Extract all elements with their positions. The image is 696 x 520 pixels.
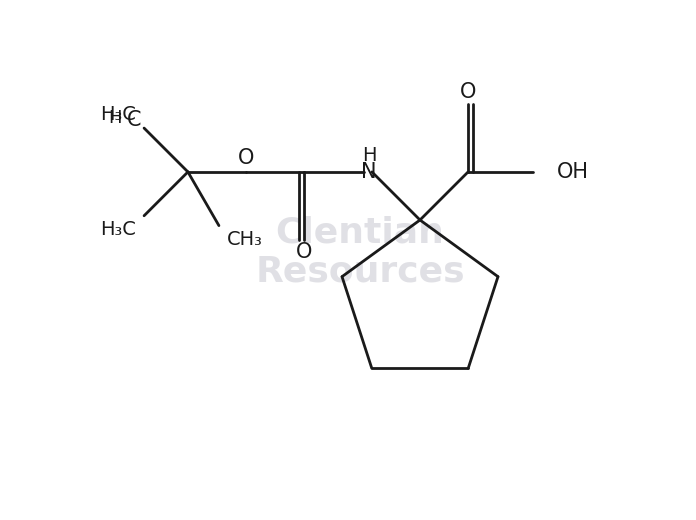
Text: H₃C: H₃C [100,105,136,124]
Text: O: O [238,148,254,168]
Text: CH₃: CH₃ [227,230,263,249]
Text: H₃C: H₃C [100,220,136,239]
Text: H: H [109,109,122,127]
Text: O: O [460,82,476,102]
Text: OH: OH [557,162,589,182]
Text: Clentian
Resources: Clentian Resources [255,215,465,289]
Text: O: O [296,242,312,262]
Text: C: C [127,110,141,130]
Text: N: N [361,162,377,182]
Text: H: H [362,147,376,165]
